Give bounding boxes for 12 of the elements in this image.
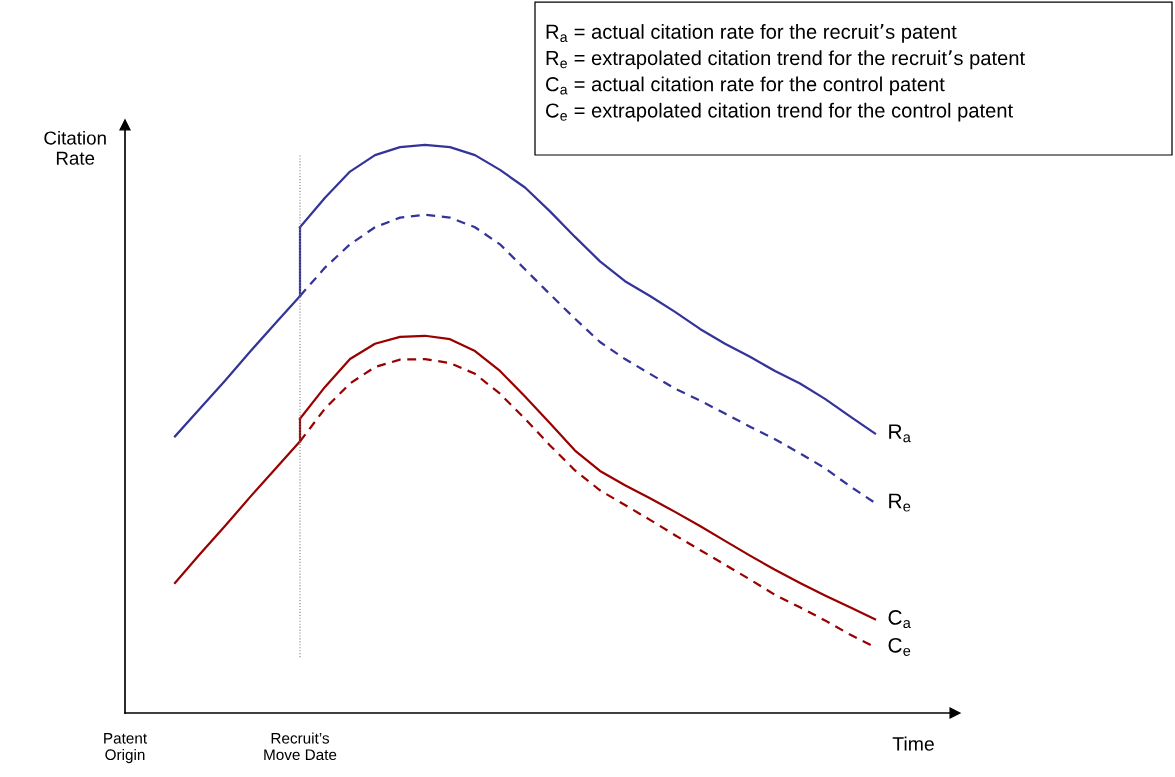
text: C$_{a}$ = actual citation rate for the control patent xyxy=(546,76,945,96)
text: C$_{e}$ = extrapolated citation trend for the control patent xyxy=(546,102,1013,122)
series-label: C$_{a}$ xyxy=(888,610,911,629)
series-label: C$_{e}$ xyxy=(888,637,911,656)
series-label: R$_{a}$ xyxy=(889,424,911,443)
x-tick-label: Recruit’s Move Date xyxy=(264,732,337,761)
x-tick-label: Patent Origin xyxy=(104,733,147,764)
text: R$_{a}$ = actual citation rate for the recruit’s patent xyxy=(546,24,957,43)
text: R$_{e}$ = extrapolated citation trend for the recruit’s patent xyxy=(546,50,1025,70)
x-axis-title: Time xyxy=(892,736,934,751)
series-label: R$_{e}$ xyxy=(889,493,911,512)
y-axis-title: Citation Rate xyxy=(44,130,106,165)
